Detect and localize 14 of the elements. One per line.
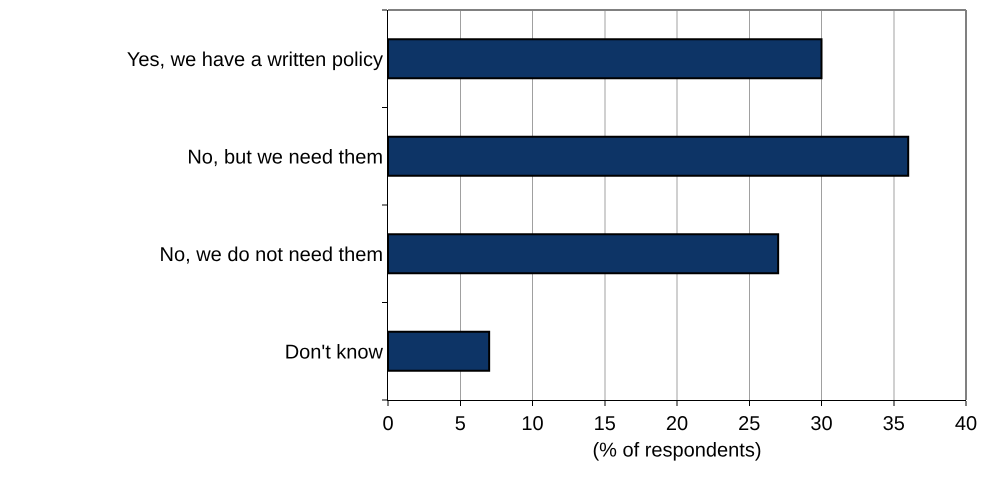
y-tick-label: Yes, we have a written policy (126, 48, 383, 71)
x-tick-label: 35 (882, 413, 905, 435)
y-tick-label: Don't know (284, 341, 384, 364)
y-tick-label: No, we do not need them (160, 244, 383, 266)
x-tick-label: 40 (954, 413, 978, 435)
x-tick-label: 5 (454, 413, 466, 435)
x-tick-label: 25 (738, 413, 760, 435)
x-tick-label: 10 (521, 413, 544, 435)
x-tick-label: 15 (594, 413, 616, 435)
x-tick-label: 30 (810, 413, 833, 435)
x-tick-label: 20 (666, 413, 688, 435)
x-tick-label: 0 (382, 413, 394, 435)
x-axis-title: (% of respondents) (592, 440, 762, 462)
y-tick-label: No, but we need them (187, 146, 383, 168)
